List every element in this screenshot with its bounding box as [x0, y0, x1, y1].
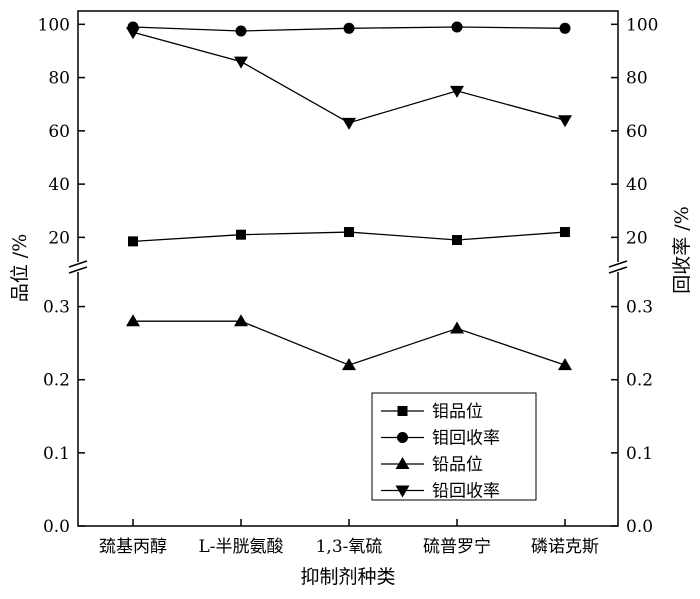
series-2-point [451, 21, 463, 33]
series-1-point [560, 227, 570, 238]
series-3-point [558, 358, 572, 371]
legend-marker-4 [395, 485, 410, 498]
series-line-4 [132, 31, 566, 124]
series-4-point [126, 27, 140, 40]
category-label: 磷诺克斯 [531, 537, 599, 557]
upper-axis-tick-label-left: 60 [48, 122, 70, 142]
series-3-point [450, 321, 464, 334]
series-2-point [235, 25, 247, 37]
upper-axis-tick-label-left: 80 [48, 69, 70, 89]
category-axis-ticks: 巯基丙醇 L-半胱氨酸 1,3-氧硫 硫普罗宁 磷诺克斯 [99, 519, 599, 557]
axis-break-marks [68, 260, 628, 274]
series-4-point [450, 85, 464, 98]
lower-axis-tick-label-left: 0.1 [43, 444, 70, 464]
series-layer [126, 21, 572, 371]
axis-break-mark-left [68, 266, 88, 274]
upper-axis-tick-label-left: 20 [48, 228, 70, 248]
axis-break-gap-right [608, 262, 628, 272]
series-3-point [342, 358, 356, 371]
series-4-point [342, 117, 356, 130]
legend-label-4: 铅回收率 [432, 482, 500, 502]
series-3-point [126, 314, 140, 327]
legend-marker-1 [397, 406, 408, 416]
upper-axis-tick-label-right: 80 [626, 69, 648, 89]
lower-axis-tick-label-right: 0.0 [626, 517, 653, 537]
series-1-point [452, 235, 462, 246]
upper-axis-tick-label-right: 60 [626, 122, 648, 142]
legend-marker-3 [395, 457, 410, 469]
series-2-point [343, 22, 355, 34]
axis-break-gap-left [68, 262, 88, 272]
series-1-point [236, 229, 246, 240]
axis-break-mark-right [608, 260, 628, 268]
plot-frame [77, 10, 619, 527]
upper-axis-tick-label-left: 40 [48, 175, 70, 195]
lower-axis-tick-label-right: 0.3 [626, 298, 653, 318]
axis-break-mark-left [68, 260, 88, 268]
lower-axis-tick-label-left: 0.0 [43, 517, 70, 537]
upper-axis-ticks: 20 20 40 40 60 60 80 80 100 100 [38, 15, 659, 248]
series-3-point [234, 314, 248, 327]
upper-axis-tick-label-right: 100 [626, 15, 658, 35]
category-label: L-半胱氨酸 [198, 537, 283, 557]
y-axis-title-left: 品位 /% [9, 234, 31, 303]
lower-axis-tick-label-right: 0.1 [626, 444, 653, 464]
category-label: 硫普罗宁 [423, 537, 491, 557]
y-axis-title-right: 回收率 /% [671, 206, 693, 294]
upper-axis-tick-label-right: 40 [626, 175, 648, 195]
plot-frame-group [77, 10, 619, 527]
series-4-point [558, 115, 572, 128]
lower-axis-tick-label-left: 0.3 [43, 298, 70, 318]
legend-label-3: 铅品位 [432, 455, 483, 475]
upper-axis-tick-label-right: 20 [626, 228, 648, 248]
axis-break-mark-right [608, 266, 628, 274]
lower-axis-tick-label-right: 0.2 [626, 371, 653, 391]
category-label: 1,3-氧硫 [316, 537, 383, 557]
lower-axis-tick-label-left: 0.2 [43, 371, 70, 391]
legend-marker-2 [397, 432, 408, 443]
legend-label-1: 钼品位 [432, 402, 483, 422]
upper-axis-tick-label-left: 100 [38, 15, 70, 35]
series-2-point [559, 22, 571, 34]
category-label: 巯基丙醇 [99, 537, 167, 557]
x-axis-title: 抑制剂种类 [300, 566, 395, 588]
series-1-point [344, 227, 354, 238]
series-4-point [234, 56, 248, 69]
series-1-point [128, 236, 138, 247]
lower-axis-ticks: 0.0 0.0 0.1 0.1 0.2 0.2 0.3 0.3 [43, 298, 653, 537]
legend-label-2: 钼回收率 [432, 429, 500, 449]
